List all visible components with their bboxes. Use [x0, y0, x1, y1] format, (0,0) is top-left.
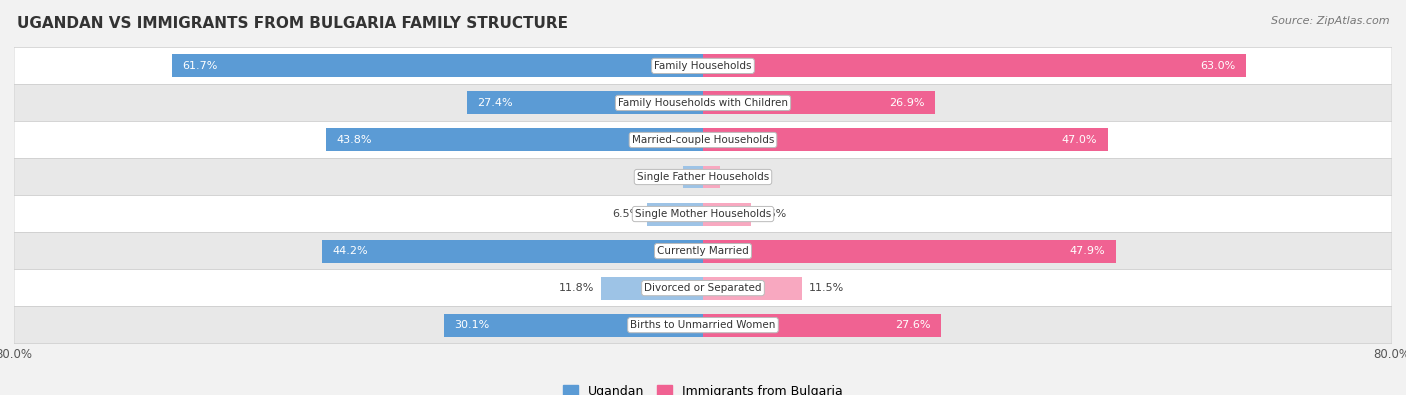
Bar	[467, 92, 703, 115]
FancyBboxPatch shape	[14, 307, 1392, 344]
FancyBboxPatch shape	[14, 233, 1392, 269]
FancyBboxPatch shape	[14, 196, 1392, 233]
Text: 11.8%: 11.8%	[560, 283, 595, 293]
Bar	[703, 55, 1246, 77]
FancyBboxPatch shape	[14, 121, 1392, 158]
Bar	[703, 128, 1108, 151]
Bar	[326, 128, 703, 151]
FancyBboxPatch shape	[14, 85, 1392, 121]
Text: 63.0%: 63.0%	[1199, 61, 1236, 71]
FancyBboxPatch shape	[14, 269, 1392, 307]
Bar	[683, 166, 703, 188]
Text: 6.5%: 6.5%	[612, 209, 640, 219]
Text: Single Mother Households: Single Mother Households	[636, 209, 770, 219]
Text: 27.6%: 27.6%	[894, 320, 931, 330]
Text: Family Households: Family Households	[654, 61, 752, 71]
Bar	[703, 314, 941, 337]
Text: 47.0%: 47.0%	[1062, 135, 1098, 145]
Text: Single Father Households: Single Father Households	[637, 172, 769, 182]
Text: 30.1%: 30.1%	[454, 320, 489, 330]
Text: Source: ZipAtlas.com: Source: ZipAtlas.com	[1271, 16, 1389, 26]
Text: 47.9%: 47.9%	[1070, 246, 1105, 256]
Text: 5.6%: 5.6%	[758, 209, 786, 219]
Bar	[602, 276, 703, 299]
Bar	[172, 55, 703, 77]
Bar	[322, 240, 703, 263]
Text: Births to Unmarried Women: Births to Unmarried Women	[630, 320, 776, 330]
Bar	[703, 166, 720, 188]
Bar	[703, 92, 935, 115]
Legend: Ugandan, Immigrants from Bulgaria: Ugandan, Immigrants from Bulgaria	[558, 380, 848, 395]
Text: UGANDAN VS IMMIGRANTS FROM BULGARIA FAMILY STRUCTURE: UGANDAN VS IMMIGRANTS FROM BULGARIA FAMI…	[17, 16, 568, 31]
Text: Divorced or Separated: Divorced or Separated	[644, 283, 762, 293]
Bar	[703, 240, 1115, 263]
Text: 2.3%: 2.3%	[648, 172, 676, 182]
Text: 27.4%: 27.4%	[478, 98, 513, 108]
Text: 61.7%: 61.7%	[181, 61, 218, 71]
FancyBboxPatch shape	[14, 158, 1392, 196]
Text: 43.8%: 43.8%	[336, 135, 371, 145]
Text: Married-couple Households: Married-couple Households	[631, 135, 775, 145]
Text: Currently Married: Currently Married	[657, 246, 749, 256]
Bar	[703, 276, 801, 299]
Bar	[444, 314, 703, 337]
FancyBboxPatch shape	[14, 47, 1392, 85]
Text: 44.2%: 44.2%	[333, 246, 368, 256]
Text: 26.9%: 26.9%	[889, 98, 924, 108]
Text: 2.0%: 2.0%	[727, 172, 755, 182]
Text: 11.5%: 11.5%	[808, 283, 844, 293]
Bar	[647, 203, 703, 226]
Text: Family Households with Children: Family Households with Children	[619, 98, 787, 108]
Bar	[703, 203, 751, 226]
